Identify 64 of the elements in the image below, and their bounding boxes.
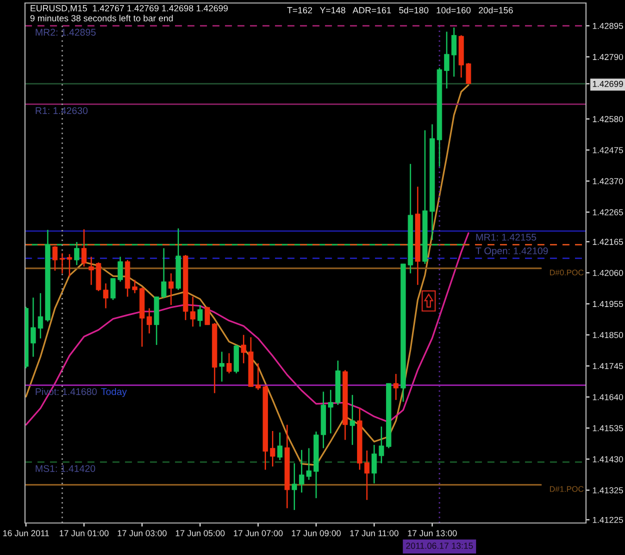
y-tick-label: 1.41955 bbox=[592, 300, 624, 308]
candlestick bbox=[451, 26, 457, 78]
series-label: D#1.POC bbox=[550, 486, 584, 492]
candlestick bbox=[219, 351, 224, 382]
candlestick bbox=[226, 352, 232, 374]
x-tick-label: 17 Jun 09:00 bbox=[292, 530, 341, 536]
candlestick bbox=[103, 282, 108, 309]
candlestick bbox=[350, 394, 356, 446]
candlestick bbox=[270, 430, 276, 468]
annotation: Today bbox=[101, 388, 127, 397]
y-tick-label: 1.42165 bbox=[592, 238, 624, 245]
text: 9 minutes 38 seconds left to bar end bbox=[30, 14, 173, 22]
x-tick-label: 16 Jun 2011 bbox=[3, 530, 49, 536]
candlestick bbox=[110, 278, 116, 301]
x-tick-label: 17 Jun 05:00 bbox=[176, 530, 225, 536]
y-tick-label: 1.42790 bbox=[592, 54, 624, 60]
candlestick bbox=[118, 256, 123, 282]
candlestick bbox=[277, 432, 282, 461]
line-series bbox=[25, 232, 470, 426]
y-tick-label: 1.42265 bbox=[592, 209, 624, 216]
y-tick-label: 1.42475 bbox=[592, 147, 624, 154]
candlestick bbox=[204, 306, 210, 326]
ref-line-label: T Open: 1.42109 bbox=[476, 247, 548, 256]
annotation: T=162 Y=148 ADR=161 5d=180 10d=160 20d=156 bbox=[287, 6, 513, 14]
y-tick-label: 1.42699 bbox=[592, 80, 623, 87]
candlestick bbox=[52, 246, 58, 272]
candlestick bbox=[168, 272, 174, 306]
candlestick bbox=[38, 292, 44, 340]
y-tick-label: 1.42580 bbox=[592, 116, 624, 122]
candlestick bbox=[132, 279, 138, 294]
candlestick bbox=[30, 296, 36, 358]
y-tick-label: 1.41535 bbox=[592, 425, 624, 432]
candlestick bbox=[81, 228, 87, 268]
candlestick bbox=[66, 254, 72, 278]
candlestick bbox=[74, 241, 80, 266]
y-tick-label: 1.41745 bbox=[592, 363, 624, 370]
y-tick-label: 1.41225 bbox=[592, 516, 624, 523]
candlestick bbox=[466, 62, 472, 85]
ref-line-label: MR2: 1.42895 bbox=[36, 28, 96, 36]
x-tick-label: 17 Jun 01:00 bbox=[60, 530, 109, 536]
series-label: D#0.POC bbox=[550, 270, 584, 276]
chart-title: EURUSD,M15 1.42767 1.42769 1.42698 1.42699 bbox=[30, 5, 228, 12]
ref-line-label: 2011.06.17 13:15 bbox=[406, 542, 473, 549]
x-tick-label: 17 Jun 07:00 bbox=[234, 530, 283, 536]
candlestick bbox=[197, 304, 203, 328]
ref-line-label: R1: 1.42630 bbox=[36, 107, 88, 114]
y-tick-label: 1.42370 bbox=[592, 178, 624, 184]
candlestick bbox=[88, 256, 94, 286]
y-tick-label: 1.41430 bbox=[592, 456, 624, 462]
x-tick-label: 17 Jun 03:00 bbox=[118, 530, 167, 536]
candlestick bbox=[292, 462, 297, 511]
candlestick bbox=[444, 31, 450, 90]
y-tick-label: 1.41850 bbox=[592, 332, 624, 338]
ref-line-label: MS1: 1.41420 bbox=[36, 465, 96, 472]
y-tick-label: 1.41640 bbox=[592, 394, 624, 400]
x-tick-label: 17 Jun 13:00 bbox=[408, 530, 457, 536]
y-tick-label: 1.41325 bbox=[592, 487, 624, 494]
x-tick-label: 17 Jun 11:00 bbox=[350, 530, 398, 536]
candlestick bbox=[60, 252, 65, 274]
y-tick-label: 1.42895 bbox=[592, 22, 624, 29]
ref-line-label: MR1: 1.42155 bbox=[476, 234, 536, 241]
candlestick bbox=[393, 373, 399, 401]
y-tick-label: 1.42060 bbox=[592, 270, 624, 276]
line-series bbox=[25, 84, 470, 466]
